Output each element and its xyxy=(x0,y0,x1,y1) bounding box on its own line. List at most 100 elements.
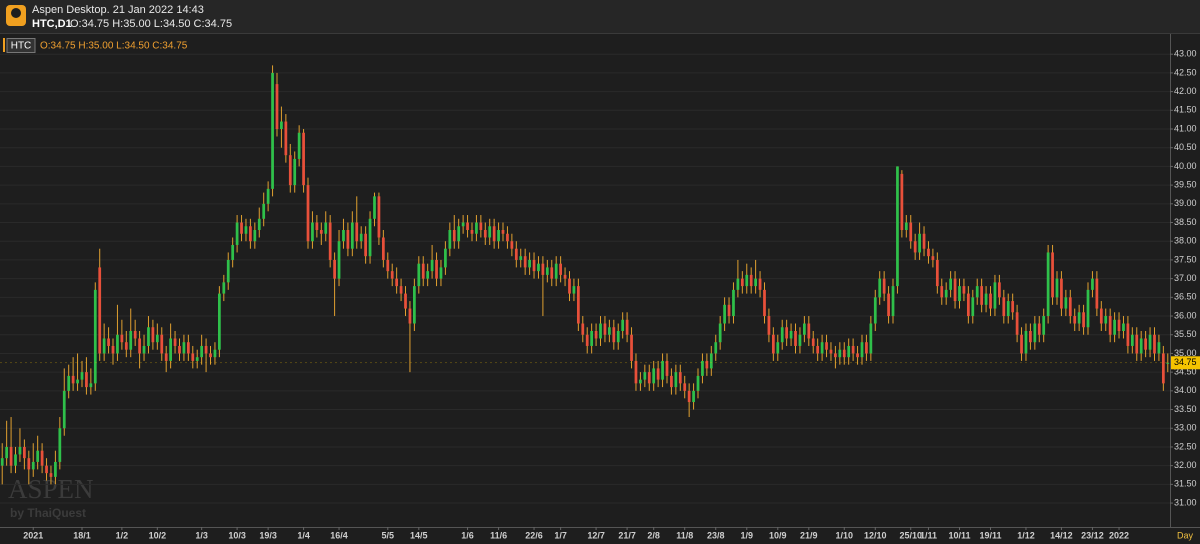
candle-body xyxy=(643,372,647,380)
candle-body xyxy=(856,353,859,358)
y-tick-label: 34.50 xyxy=(1174,367,1197,377)
candle-body xyxy=(417,263,421,287)
candle-body xyxy=(45,465,48,474)
candle-body xyxy=(430,259,434,272)
x-tick-label: 25/10 xyxy=(899,530,922,540)
legend-marker xyxy=(3,38,5,52)
candle-body xyxy=(98,267,102,354)
candle-body xyxy=(754,278,757,287)
x-tick-label: 14/5 xyxy=(410,530,428,540)
x-tick-label: 12/10 xyxy=(864,530,887,540)
candle-body xyxy=(288,155,292,186)
watermark-by: by ThaiQuest xyxy=(10,506,86,520)
candle-body xyxy=(479,222,483,231)
x-tick-label: 1/3 xyxy=(195,530,208,540)
last-price-tag xyxy=(1171,356,1200,370)
candle-body xyxy=(1153,334,1156,354)
candle-body xyxy=(984,293,988,305)
candle-body xyxy=(311,222,314,242)
x-tick-label: 2022 xyxy=(1109,530,1129,540)
candle-body xyxy=(209,353,212,358)
candle-body xyxy=(116,334,119,354)
candle-body xyxy=(989,293,992,309)
candle-body xyxy=(457,226,461,242)
candle-body xyxy=(554,263,558,279)
candle-body xyxy=(559,263,562,275)
candle-body xyxy=(860,342,864,358)
candle-body xyxy=(297,132,301,159)
candle-body xyxy=(674,372,678,388)
y-tick-label: 41.00 xyxy=(1174,123,1197,133)
candle-body xyxy=(714,342,718,354)
candle-body xyxy=(80,372,84,380)
legend-symbol-box xyxy=(6,38,36,53)
candle-body xyxy=(820,342,824,354)
y-tick-label: 40.50 xyxy=(1174,142,1197,152)
candle-body xyxy=(328,222,332,260)
candle-body xyxy=(466,222,469,231)
candle-body xyxy=(89,383,93,388)
candle-body xyxy=(27,458,31,470)
y-tick-label: 36.00 xyxy=(1174,310,1197,320)
candle-body xyxy=(218,293,221,350)
x-tick-label: 1/9 xyxy=(741,530,754,540)
candle-body xyxy=(825,342,828,350)
candle-body xyxy=(563,274,567,279)
y-tick-label: 34.00 xyxy=(1174,385,1197,395)
candle-body xyxy=(147,327,150,346)
y-tick-label: 32.50 xyxy=(1174,441,1197,451)
candle-body xyxy=(1033,323,1037,343)
candle-body xyxy=(102,338,106,354)
candle-body xyxy=(129,330,133,350)
legend-symbol: HTC xyxy=(11,41,32,52)
candle-body xyxy=(1068,297,1072,317)
candle-body xyxy=(909,222,913,242)
y-tick-label: 36.50 xyxy=(1174,292,1197,302)
candle-body xyxy=(612,327,616,343)
candle-body xyxy=(155,334,159,343)
x-tick-label: 18/1 xyxy=(73,530,91,540)
symbol-period: HTC,D1 xyxy=(32,18,72,30)
candle-body xyxy=(488,226,492,238)
candle-body xyxy=(771,334,775,354)
x-tick-label: 5/5 xyxy=(382,530,395,540)
y-tick-label: 37.50 xyxy=(1174,254,1197,264)
candle-body xyxy=(315,222,319,231)
candle-body xyxy=(537,263,540,272)
candle-body xyxy=(1113,319,1116,335)
candle-body xyxy=(253,230,257,242)
candle-body xyxy=(142,345,146,354)
candle-body xyxy=(652,368,656,384)
candle-body xyxy=(740,278,744,287)
candle-body xyxy=(550,267,554,279)
candle-body xyxy=(408,308,412,324)
candle-body xyxy=(240,222,243,234)
candle-body xyxy=(448,230,452,249)
candle-body xyxy=(173,338,177,346)
x-tick-label: 1/4 xyxy=(297,530,310,540)
candle-body xyxy=(590,330,594,346)
candle-body xyxy=(1029,330,1032,343)
candle-body xyxy=(85,372,88,388)
candle-body xyxy=(767,316,771,335)
candle-body xyxy=(528,259,531,268)
candle-body xyxy=(927,248,930,257)
y-tick-label: 43.00 xyxy=(1174,49,1197,59)
candle-body xyxy=(723,304,726,324)
candle-body xyxy=(346,230,350,249)
candle-body xyxy=(439,267,443,279)
candle-body xyxy=(625,319,629,335)
candle-body xyxy=(776,342,780,354)
candle-body xyxy=(616,330,620,343)
candle-body xyxy=(373,196,376,219)
candle-body xyxy=(891,286,895,317)
candle-body xyxy=(5,446,9,459)
candle-body xyxy=(918,233,921,253)
candle-body xyxy=(350,222,354,249)
x-tick-label: 21/7 xyxy=(618,530,636,540)
candle-body xyxy=(120,334,124,343)
candle-body xyxy=(732,289,735,317)
candle-body xyxy=(882,278,886,294)
